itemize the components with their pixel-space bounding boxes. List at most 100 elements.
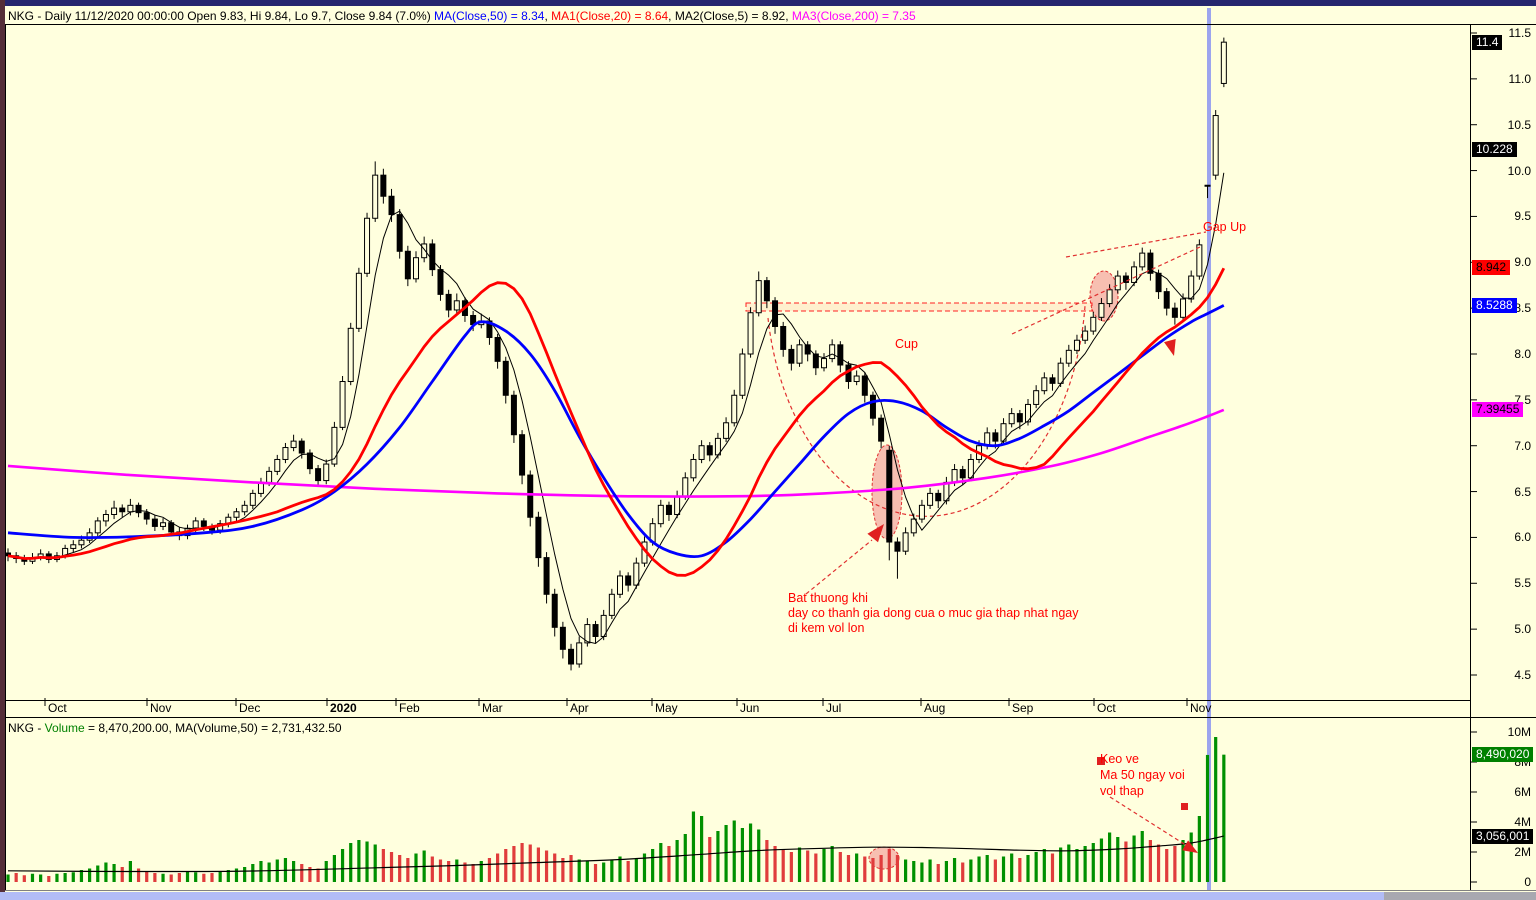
candle xyxy=(1041,377,1048,392)
volume-bar xyxy=(585,861,589,882)
candle xyxy=(551,593,558,628)
volume-bar xyxy=(88,868,92,882)
volume-bar xyxy=(952,858,957,882)
candle xyxy=(869,394,876,419)
title-segment-ma50: MA(Close,50) = 8.34 xyxy=(434,9,545,23)
x-axis-label: Oct xyxy=(48,701,67,715)
candle xyxy=(951,469,958,483)
candle xyxy=(1114,275,1121,291)
candle xyxy=(1098,303,1105,318)
candle xyxy=(421,243,428,259)
title-segment-ma20: MA1(Close,20) = 8.64 xyxy=(551,9,669,23)
volume-bar xyxy=(463,862,467,882)
volume-bar xyxy=(1156,844,1161,882)
volume-bar xyxy=(292,861,296,882)
volume-bar xyxy=(267,862,271,882)
candle xyxy=(1049,377,1056,384)
x-axis-label: Nov xyxy=(1190,701,1212,715)
volume-bar xyxy=(904,859,908,882)
annotation-gap-up: Gap Up xyxy=(1203,220,1247,234)
candle xyxy=(788,348,795,364)
annotation-line: day co thanh gia dong cua o muc gia thap… xyxy=(788,606,1079,620)
volume-bar xyxy=(569,855,573,882)
volume-bar xyxy=(1165,849,1169,882)
volume-bar xyxy=(479,861,483,882)
volume-bar xyxy=(1091,843,1095,882)
candle xyxy=(1065,349,1072,364)
candle xyxy=(282,447,289,460)
volume-bar xyxy=(316,868,320,882)
annotation-arrow xyxy=(1164,339,1176,356)
volume-bar xyxy=(708,837,712,882)
candle xyxy=(1033,390,1040,405)
volume-bar xyxy=(1050,853,1055,882)
price-axis-label: 5.5 xyxy=(1514,576,1531,591)
volume-bar xyxy=(520,843,524,882)
volume-bar xyxy=(120,867,124,882)
x-axis-label: Mar xyxy=(482,701,503,715)
candle xyxy=(1090,316,1097,332)
candle xyxy=(763,280,770,302)
volume-bar xyxy=(136,868,141,882)
candle xyxy=(135,504,142,514)
candle xyxy=(886,449,893,543)
volume-bar xyxy=(226,870,230,882)
ma200-line xyxy=(7,408,1225,498)
volume-bar xyxy=(1001,856,1006,882)
candle xyxy=(249,492,256,506)
volume-bar xyxy=(700,816,704,882)
volume-bar xyxy=(593,864,598,882)
price-axis-label: 6.0 xyxy=(1514,530,1531,545)
volume-bar xyxy=(1059,847,1063,882)
candle xyxy=(404,250,411,280)
volume-axis-label: 2M xyxy=(1514,845,1531,859)
volume-bar xyxy=(324,861,328,882)
annotation-bat-thuong: Bat thuong khi day co thanh gia dong cua… xyxy=(788,591,1079,636)
volume-bar xyxy=(30,873,35,882)
candle xyxy=(935,492,942,502)
volume-bar xyxy=(340,849,345,882)
volume-bar xyxy=(838,852,842,882)
candle xyxy=(1180,298,1187,318)
candle xyxy=(486,320,493,338)
volume-bar xyxy=(659,843,663,882)
candle xyxy=(1188,275,1195,300)
volume-bar xyxy=(251,864,255,882)
volume-bar xyxy=(855,853,859,882)
candle xyxy=(1082,330,1089,341)
vol-title-segment: = 8,470,200.00, MA(Volume,50) = 2,731,43… xyxy=(84,721,342,735)
volume-bar xyxy=(259,861,263,882)
price-pane[interactable] xyxy=(5,37,1227,671)
candle xyxy=(396,214,403,252)
annotation-line: Keo ve xyxy=(1100,752,1139,766)
candle xyxy=(1212,115,1219,176)
volume-bar xyxy=(789,852,793,882)
candle xyxy=(1155,272,1162,293)
volume-pane[interactable] xyxy=(6,734,1226,883)
h-scrollbar[interactable] xyxy=(0,892,1536,900)
volume-bar xyxy=(414,853,418,882)
candle xyxy=(119,507,126,513)
annotation-arrow xyxy=(1182,840,1198,853)
candle xyxy=(894,541,901,552)
candle xyxy=(127,504,134,513)
h-scrollbar-thumb[interactable] xyxy=(0,892,1384,900)
candle xyxy=(657,504,664,525)
ma5-badge: 10.228 xyxy=(1472,142,1517,158)
candle xyxy=(821,358,827,369)
candle xyxy=(812,353,819,369)
volume-bar xyxy=(748,823,753,882)
candle xyxy=(413,257,419,280)
volume-bar xyxy=(243,867,247,882)
price-axis-label: 8.0 xyxy=(1514,347,1531,361)
annotation-cup: Cup xyxy=(895,337,918,351)
candle xyxy=(625,575,632,586)
candle xyxy=(878,417,885,442)
volume-bar xyxy=(724,825,728,882)
volume-bar xyxy=(218,871,222,882)
candle xyxy=(1073,339,1080,351)
annotation-dashed-line xyxy=(805,539,873,595)
candle xyxy=(617,575,623,595)
volume-bar xyxy=(169,874,173,882)
